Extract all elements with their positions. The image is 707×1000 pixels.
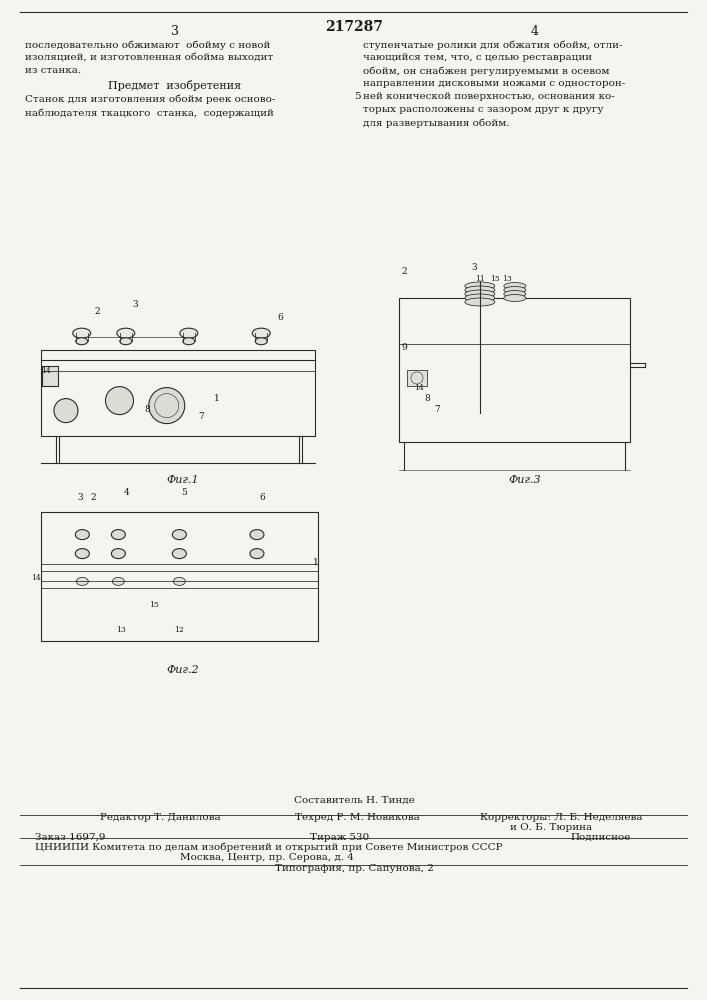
Text: 13: 13 (502, 275, 512, 283)
Text: 14: 14 (41, 367, 50, 375)
Ellipse shape (464, 286, 495, 294)
Text: 15: 15 (490, 275, 500, 283)
Text: 8: 8 (145, 406, 151, 414)
Text: Тираж 530: Тираж 530 (310, 833, 369, 842)
Text: 15: 15 (149, 601, 158, 609)
Text: 3: 3 (132, 300, 138, 309)
Ellipse shape (76, 338, 88, 345)
Ellipse shape (180, 328, 198, 338)
Ellipse shape (504, 290, 526, 298)
Text: 4: 4 (123, 488, 129, 497)
Ellipse shape (504, 286, 526, 294)
Ellipse shape (112, 530, 125, 540)
Text: из станка.: из станка. (25, 66, 81, 75)
Text: 5: 5 (354, 92, 361, 101)
Text: 7: 7 (198, 412, 204, 421)
Text: 11: 11 (475, 275, 484, 283)
Ellipse shape (183, 338, 195, 345)
Text: Москва, Центр, пр. Серова, д. 4: Москва, Центр, пр. Серова, д. 4 (180, 853, 354, 862)
Ellipse shape (504, 282, 526, 290)
Text: Предмет  изобретения: Предмет изобретения (108, 80, 242, 91)
Text: 217287: 217287 (325, 20, 383, 34)
Text: Заказ 1697,9: Заказ 1697,9 (35, 833, 105, 842)
Ellipse shape (173, 530, 187, 540)
Text: Фиг.3: Фиг.3 (509, 475, 542, 485)
Text: 14: 14 (414, 383, 423, 391)
Text: Фиг.2: Фиг.2 (166, 665, 199, 675)
Ellipse shape (112, 549, 125, 559)
Text: Фиг.1: Фиг.1 (166, 475, 199, 485)
Bar (41, 350, 315, 436)
Text: и О. Б. Тюрина: и О. Б. Тюрина (510, 823, 592, 832)
Text: наблюдателя ткацкого  станка,  содержащий: наблюдателя ткацкого станка, содержащий (25, 108, 274, 117)
Text: для развертывания обойм.: для развертывания обойм. (363, 118, 510, 127)
Text: обойм, он снабжен регулируемыми в осевом: обойм, он снабжен регулируемыми в осевом (363, 66, 609, 76)
Text: 3: 3 (472, 263, 477, 272)
Ellipse shape (250, 530, 264, 540)
Ellipse shape (76, 577, 88, 585)
Circle shape (54, 399, 78, 423)
Text: 2: 2 (90, 493, 96, 502)
Text: 4: 4 (531, 25, 539, 38)
Text: 8: 8 (424, 394, 430, 403)
Text: изоляцией, и изготовленная обойма выходит: изоляцией, и изготовленная обойма выходи… (25, 53, 273, 62)
Ellipse shape (255, 338, 267, 345)
Text: 2: 2 (401, 267, 407, 276)
Text: Составитель Н. Тинде: Составитель Н. Тинде (293, 796, 414, 805)
Text: 3: 3 (171, 25, 179, 38)
Ellipse shape (504, 294, 526, 302)
Text: 1: 1 (214, 394, 220, 403)
Ellipse shape (173, 549, 187, 559)
Bar (399, 298, 630, 442)
Ellipse shape (112, 577, 124, 585)
Text: Корректоры: Л. Б. Неделяева: Корректоры: Л. Б. Неделяева (480, 813, 643, 822)
Bar (42, 366, 58, 386)
Text: ней конической поверхностью, основания ко-: ней конической поверхностью, основания к… (363, 92, 615, 101)
Text: 3: 3 (77, 493, 83, 502)
Text: 7: 7 (434, 406, 440, 414)
Ellipse shape (464, 290, 495, 298)
Text: 13: 13 (117, 626, 127, 634)
Bar (41, 512, 318, 641)
Text: чающийся тем, что, с целью реставрации: чающийся тем, что, с целью реставрации (363, 53, 592, 62)
Text: Станок для изготовления обойм реек осново-: Станок для изготовления обойм реек основ… (25, 95, 275, 104)
Bar (407, 370, 427, 386)
Ellipse shape (76, 549, 89, 559)
Ellipse shape (250, 549, 264, 559)
Text: 1: 1 (313, 558, 319, 567)
Ellipse shape (117, 328, 135, 338)
Text: 6: 6 (277, 314, 283, 322)
Ellipse shape (464, 298, 495, 306)
Circle shape (105, 387, 134, 415)
Circle shape (148, 388, 185, 424)
Text: Подписное: Подписное (570, 833, 631, 842)
Ellipse shape (119, 338, 132, 345)
Text: 2: 2 (94, 307, 100, 316)
Ellipse shape (464, 282, 495, 290)
Text: 14: 14 (31, 574, 41, 582)
Text: торых расположены с зазором друг к другу: торых расположены с зазором друг к другу (363, 105, 604, 114)
Ellipse shape (464, 294, 495, 302)
Text: Типография, пр. Сапунова, 2: Типография, пр. Сапунова, 2 (274, 864, 433, 873)
Ellipse shape (76, 530, 89, 540)
Text: последовательно обжимают  обойму с новой: последовательно обжимают обойму с новой (25, 40, 270, 49)
Ellipse shape (73, 328, 90, 338)
Text: Редактор Т. Данилова: Редактор Т. Данилова (100, 813, 221, 822)
Text: Техред Р. М. Новикова: Техред Р. М. Новикова (295, 813, 420, 822)
Ellipse shape (252, 328, 270, 338)
Text: 12: 12 (175, 626, 184, 634)
Text: 5: 5 (182, 488, 187, 497)
Text: ЦНИИПИ Комитета по делам изобретений и открытий при Совете Министров СССР: ЦНИИПИ Комитета по делам изобретений и о… (35, 842, 503, 852)
Ellipse shape (173, 577, 185, 585)
Text: 6: 6 (259, 493, 264, 502)
Text: ступенчатые ролики для обжатия обойм, отли-: ступенчатые ролики для обжатия обойм, от… (363, 40, 622, 49)
Text: направлении дисковыми ножами с односторон-: направлении дисковыми ножами с односторо… (363, 79, 625, 88)
Text: 9: 9 (401, 343, 407, 352)
